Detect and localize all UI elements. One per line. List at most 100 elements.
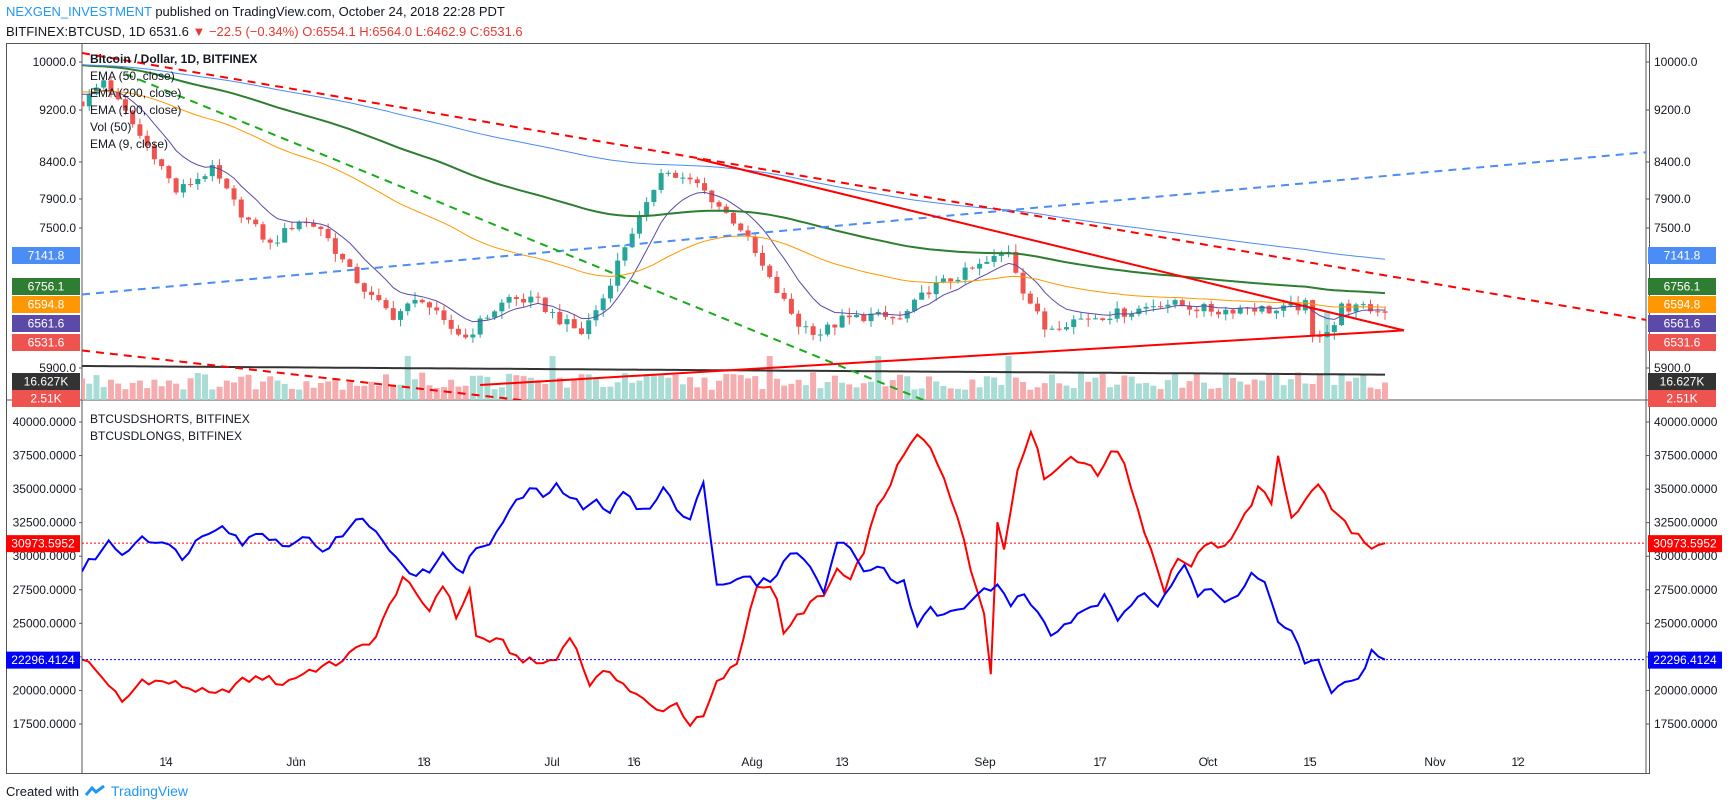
author-link[interactable]: NEXGEN_INVESTMENT — [6, 4, 152, 19]
time-tick-label: Jul — [544, 755, 559, 769]
candle-body — [267, 239, 273, 243]
volume-bar — [556, 377, 563, 400]
volume-bar — [107, 379, 114, 400]
volume-bar — [317, 383, 324, 400]
volume-bar — [614, 382, 621, 400]
candle-body — [781, 292, 787, 299]
support-trendline — [82, 349, 530, 400]
candle-body — [1056, 328, 1062, 330]
candle-body — [173, 178, 179, 193]
volume-bar — [346, 382, 353, 400]
ema200-line — [82, 64, 1386, 260]
price-label-box — [1648, 334, 1716, 351]
volume-bar — [115, 383, 122, 400]
ema50-line — [82, 90, 1386, 308]
volume-bar — [658, 374, 665, 400]
volume-bar — [1302, 383, 1309, 400]
candle-body — [217, 165, 223, 179]
volume-bar — [136, 380, 143, 400]
shorts-longs-legend: BTCUSDSHORTS, BITFINEX BTCUSDLONGS, BITF… — [90, 411, 250, 445]
candle-body — [311, 222, 317, 227]
candle-body — [180, 184, 186, 193]
price-label-text: 6756.1 — [1664, 280, 1701, 294]
volume-bar — [173, 383, 180, 400]
candle-body — [361, 283, 367, 292]
candle-body — [325, 229, 331, 239]
tradingview-brand[interactable]: TradingView — [110, 783, 189, 799]
candle-body — [875, 311, 881, 314]
volume-bar — [281, 383, 288, 400]
shorts-line — [82, 429, 1386, 728]
volume-bar — [209, 389, 216, 400]
price-label-box — [1648, 278, 1716, 295]
volume-bar — [1157, 389, 1164, 400]
candle-body — [144, 135, 150, 146]
ratio-tick-label-left: 30000.0000 — [13, 549, 77, 563]
volume-bar — [962, 389, 969, 400]
ratio-tick-label-right: 40000.0000 — [1654, 415, 1718, 429]
candle-body — [159, 159, 165, 167]
volume-bar — [1208, 388, 1215, 400]
volume-bar — [216, 386, 223, 400]
volume-bar — [187, 378, 194, 400]
price-label-text: 6756.1 — [28, 280, 65, 294]
volume-bar — [1316, 373, 1323, 400]
volume-bar — [708, 389, 715, 400]
candle-body — [984, 261, 990, 264]
volume-bar — [918, 388, 925, 400]
legend-ema9: EMA (9, close) — [90, 137, 169, 151]
volume-bar — [1287, 379, 1294, 400]
candle-body — [260, 224, 266, 240]
ratio-tick-label-left: 40000.0000 — [13, 415, 77, 429]
volume-bar — [520, 376, 527, 400]
volume-bar — [954, 388, 961, 400]
volume-bar — [404, 356, 411, 400]
candle-body — [115, 92, 121, 100]
volume-bar — [1070, 388, 1077, 400]
candle-body — [448, 319, 454, 329]
volume-bar — [744, 378, 751, 400]
last-price: 6531.6 — [149, 24, 189, 39]
ratio-label-box — [1648, 651, 1722, 669]
price-label-text: 16.627K — [1660, 375, 1705, 389]
ratio-tick-label-left: 35000.0000 — [13, 482, 77, 496]
ratio-tick-label-right: 35000.0000 — [1654, 482, 1718, 496]
volume-bar — [578, 374, 585, 400]
candle-body — [412, 299, 418, 304]
candle-body — [1027, 293, 1033, 304]
candle-body — [586, 320, 592, 335]
volume-bar — [86, 383, 93, 400]
volume-bar — [1121, 375, 1128, 400]
volume-bar — [397, 384, 404, 400]
candle-body — [1382, 311, 1388, 313]
candle-body — [803, 326, 809, 328]
candle-body — [303, 222, 309, 224]
volume-bar — [144, 388, 151, 400]
volume-bar — [1331, 384, 1338, 400]
shorts-longs-pane — [82, 429, 1646, 728]
volume-bar — [252, 389, 259, 400]
volume-bar — [477, 375, 484, 400]
ratio-tick-label-left: 32500.0000 — [13, 516, 77, 530]
volume-bar — [245, 374, 252, 400]
volume-bar — [1345, 381, 1352, 400]
candle-body — [521, 298, 527, 303]
candle-body — [1100, 318, 1106, 321]
candle-body — [484, 317, 490, 319]
volume-bar — [933, 381, 940, 400]
candle-body — [1281, 305, 1287, 311]
ratio-tick-label-left: 25000.0000 — [13, 616, 77, 630]
candle-body — [506, 297, 512, 303]
price-tick-label-left: 7500.0 — [39, 221, 76, 235]
candle-body — [405, 303, 411, 312]
volume-bar — [701, 377, 708, 400]
volume-bar — [1382, 382, 1388, 400]
ratio-tick-label-right: 20000.0000 — [1654, 683, 1718, 697]
price-label-text: 6561.6 — [1664, 317, 1701, 331]
candle-body — [832, 324, 838, 328]
candle-body — [419, 299, 425, 303]
volume-bar — [129, 382, 136, 400]
volume-bar — [730, 374, 737, 400]
volume-bar — [549, 356, 556, 400]
